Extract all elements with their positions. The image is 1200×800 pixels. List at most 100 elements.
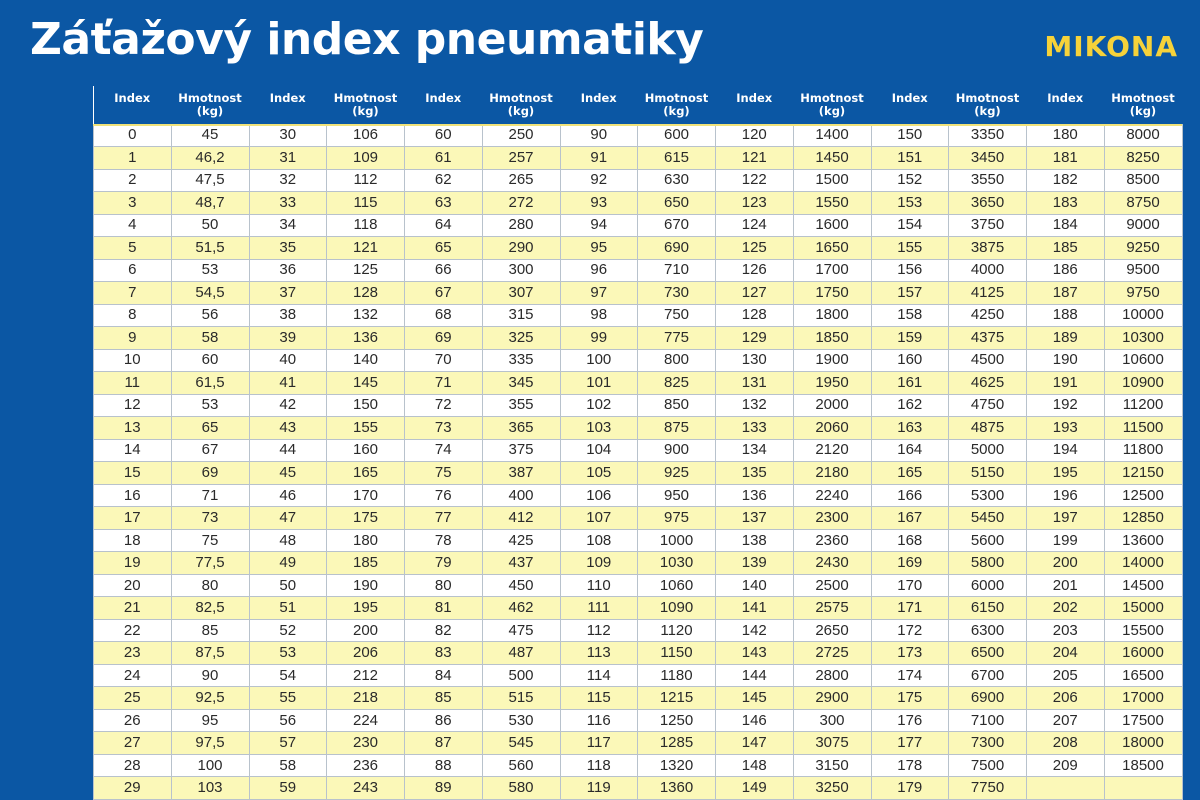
table-row: 15 69 45 165 75 387 105 925 135 2180 165 5150 195 121… [93,461,1183,485]
index-cell: 204 [1026,641,1105,665]
weight-cell: 1285 [637,731,716,755]
weight-cell: 6500 [948,641,1027,665]
weight-cell: 15000 [1103,596,1183,620]
index-cell: 197 [1026,506,1105,530]
table-row: 6 53 36 125 66 300 96 710 126 1700 156 4000 186 9500 [93,258,1183,283]
header-weight: Hmotnost (kg) [178,91,242,118]
index-cell: 69 [404,326,483,350]
index-cell: 205 [1026,663,1105,688]
index-cell: 170 [870,573,949,598]
index-cell: 42 [248,393,327,418]
index-cell: 46 [248,483,327,508]
table-row: 23 87,5 53 206 83 487 113 1150 143 2725 173 6500 204… [93,641,1183,665]
index-cell: 38 [248,303,327,328]
weight-cell: 2300 [792,506,872,530]
index-cell: 118 [559,753,638,778]
index-cell: 75 [404,461,483,485]
index-cell: 183 [1026,191,1105,215]
index-cell: 172 [870,618,949,643]
index-cell: 98 [559,303,638,328]
index-cell: 2 [93,168,172,193]
table-row: 20 80 50 190 80 450 110 1060 140 2500 170 6000 201 14… [93,573,1183,598]
weight-cell: 6150 [948,596,1027,620]
weight-cell: 650 [637,191,716,215]
weight-cell: 2725 [792,641,872,665]
index-cell: 90 [559,123,638,148]
weight-cell: 355 [481,393,561,418]
index-cell: 100 [559,348,638,373]
index-cell: 208 [1026,731,1105,755]
weight-cell: 1360 [637,776,716,800]
index-cell: 196 [1026,483,1105,508]
index-cell: 62 [404,168,483,193]
index-cell: 154 [870,213,949,238]
weight-cell: 9250 [1103,236,1183,260]
index-cell: 50 [248,573,327,598]
weight-cell: 87,5 [170,641,250,665]
index-cell: 162 [870,393,949,418]
weight-cell: 325 [481,326,561,350]
weight-cell: 18500 [1103,753,1183,778]
index-cell: 10 [93,348,172,373]
weight-cell: 8500 [1103,168,1183,193]
table-row: 14 67 44 160 74 375 104 900 134 2120 164 5000 194 118… [93,438,1183,463]
index-cell: 179 [870,776,949,800]
index-cell: 156 [870,258,949,283]
weight-cell: 437 [481,551,561,575]
weight-cell: 1030 [637,551,716,575]
weight-cell: 95 [170,708,250,733]
weight-cell: 2430 [792,551,872,575]
weight-cell: 925 [637,461,716,485]
weight-cell: 250 [481,123,561,148]
weight-cell: 487 [481,641,561,665]
weight-cell: 1700 [792,258,872,283]
weight-cell: 2360 [792,528,872,553]
weight-cell: 2900 [792,686,872,710]
index-cell: 121 [715,146,794,170]
index-cell: 91 [559,146,638,170]
index-cell: 65 [404,236,483,260]
weight-cell: 4750 [948,393,1027,418]
weight-cell: 530 [481,708,561,733]
table-row: 9 58 39 136 69 325 99 775 129 1850 159 4375 189 10300 [93,326,1183,350]
index-cell: 81 [404,596,483,620]
index-cell: 107 [559,506,638,530]
weight-cell: 272 [481,191,561,215]
weight-cell: 730 [637,281,716,305]
weight-cell: 243 [326,776,405,800]
header-weight: Hmotnost (kg) [955,91,1020,118]
weight-cell: 775 [637,326,716,350]
weight-cell: 11200 [1103,393,1183,418]
table-row: 10 60 40 140 70 335 100 800 130 1900 160 4500 190 106… [93,348,1183,373]
index-cell: 187 [1026,281,1105,305]
index-cell: 163 [870,416,949,440]
index-cell: 64 [404,213,483,238]
weight-cell: 61,5 [170,371,250,395]
index-cell: 199 [1026,528,1105,553]
weight-cell: 690 [637,236,716,260]
header-index: Index [891,91,928,105]
weight-cell: 1600 [792,213,872,238]
table-row: 25 92,5 55 218 85 515 115 1215 145 2900 175 6900 206… [93,686,1183,710]
weight-cell: 132 [326,303,405,328]
index-cell: 135 [715,461,794,485]
index-cell: 119 [559,776,638,800]
brand-logo: MIKONA [1044,30,1178,63]
weight-cell: 1180 [637,663,716,688]
weight-cell: 218 [326,686,405,710]
weight-cell: 710 [637,258,716,283]
weight-cell: 80 [170,573,250,598]
weight-cell: 10600 [1103,348,1183,373]
weight-cell: 345 [481,371,561,395]
weight-cell: 65 [170,416,250,440]
index-cell: 184 [1026,213,1105,238]
weight-cell: 1215 [637,686,716,710]
table-row: 12 53 42 150 72 355 102 850 132 2000 162 4750 192 112… [93,393,1183,418]
header-index: Index [1047,91,1084,105]
weight-cell: 140 [326,348,405,373]
weight-cell: 1500 [792,168,872,193]
index-cell: 59 [248,776,327,800]
weight-cell: 212 [326,663,405,688]
weight-cell: 307 [481,281,561,305]
header-weight: Hmotnost (kg) [644,91,709,118]
